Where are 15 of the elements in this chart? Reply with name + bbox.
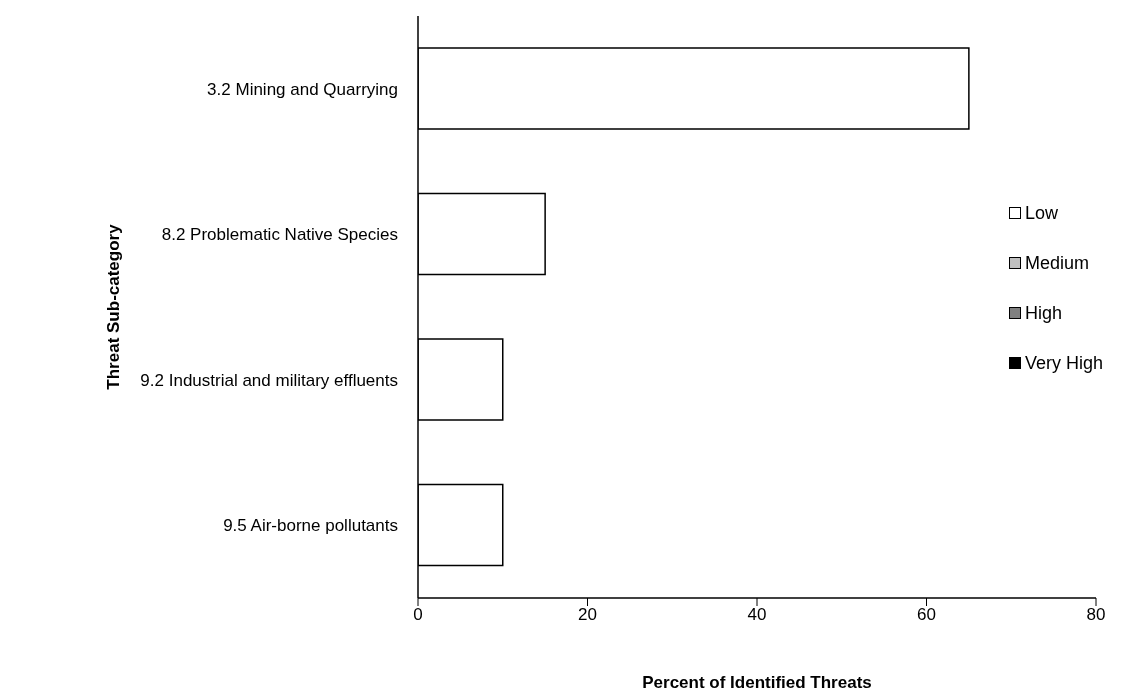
legend-label: Low xyxy=(1024,202,1058,224)
legend-label: Medium xyxy=(1024,252,1089,274)
x-tick-label: 0 xyxy=(413,605,423,625)
y-tick-label: 9.2 Industrial and military effluents xyxy=(140,370,398,390)
x-tick-label: 40 xyxy=(747,605,767,625)
y-axis-title: Threat Sub-category xyxy=(104,223,124,390)
x-tick-label: 20 xyxy=(578,605,597,625)
x-tick-label: 60 xyxy=(917,605,936,625)
y-tick-label: 3.2 Mining and Quarrying xyxy=(207,79,398,99)
legend-label: Very High xyxy=(1024,352,1103,374)
x-tick-label: 80 xyxy=(1086,605,1106,625)
y-tick-label: 8.2 Problematic Native Species xyxy=(161,225,398,245)
legend-label: High xyxy=(1024,302,1062,324)
y-tick-label: 9.5 Air-borne pollutants xyxy=(223,516,398,536)
x-axis-title: Percent of Identified Threats xyxy=(642,673,872,692)
